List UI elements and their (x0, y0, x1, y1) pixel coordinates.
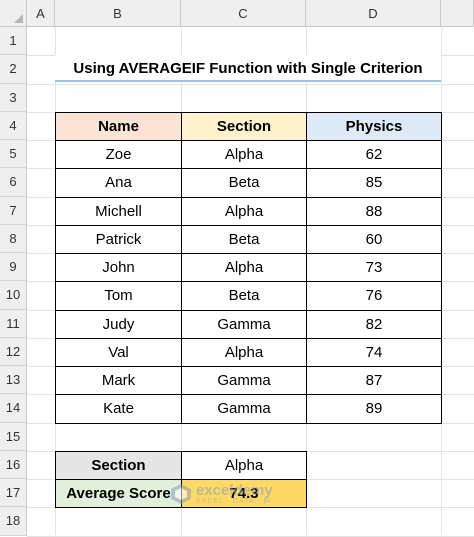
row-header-5[interactable]: 5 (0, 140, 27, 169)
column-header-filler (441, 0, 474, 27)
row-header-1[interactable]: 1 (0, 27, 27, 56)
row-header-15[interactable]: 15 (0, 422, 27, 451)
row-header-7[interactable]: 7 (0, 196, 27, 225)
physics-cell[interactable]: 89 (306, 394, 442, 424)
criteria-section-value[interactable]: Alpha (181, 450, 307, 480)
row-header-14[interactable]: 14 (0, 394, 27, 423)
select-all-triangle-icon (14, 14, 23, 23)
column-header-d[interactable]: D (306, 0, 441, 27)
section-cell[interactable]: Alpha (181, 196, 307, 226)
physics-cell[interactable]: 60 (306, 224, 442, 254)
physics-cell[interactable]: 74 (306, 337, 442, 367)
name-cell[interactable]: Mark (55, 366, 182, 396)
row-header-2[interactable]: 2 (0, 55, 27, 84)
row-header-13[interactable]: 13 (0, 366, 27, 395)
section-cell[interactable]: Alpha (181, 140, 307, 170)
name-cell[interactable]: Val (55, 337, 182, 367)
section-cell[interactable]: Alpha (181, 337, 307, 367)
criteria-section-label[interactable]: Section (55, 450, 182, 480)
row-header-11[interactable]: 11 (0, 309, 27, 338)
row-header-6[interactable]: 6 (0, 168, 27, 197)
gridline-horizontal (27, 83, 474, 85)
row-header-10[interactable]: 10 (0, 281, 27, 310)
column-header-b[interactable]: B (55, 0, 181, 27)
watermark-text: exceldemy EXCEL · DATA · BI (196, 483, 273, 505)
physics-cell[interactable]: 73 (306, 253, 442, 283)
physics-cell[interactable]: 85 (306, 168, 442, 198)
sheet-title: Using AVERAGEIF Function with Single Cri… (55, 55, 441, 81)
row-header-17[interactable]: 17 (0, 479, 27, 508)
name-cell[interactable]: Zoe (55, 140, 182, 170)
row-header-8[interactable]: 8 (0, 224, 27, 253)
average-score-label[interactable]: Average Score (55, 479, 182, 509)
section-cell[interactable]: Gamma (181, 394, 307, 424)
section-cell[interactable]: Beta (181, 224, 307, 254)
watermark: exceldemy EXCEL · DATA · BI (170, 483, 273, 505)
section-cell[interactable]: Gamma (181, 309, 307, 339)
section-cell[interactable]: Beta (181, 281, 307, 311)
table-header-physics[interactable]: Physics (306, 111, 442, 141)
column-header-a[interactable]: A (27, 0, 55, 27)
physics-cell[interactable]: 62 (306, 140, 442, 170)
name-cell[interactable]: Kate (55, 394, 182, 424)
name-cell[interactable]: Patrick (55, 224, 182, 254)
average-score-value[interactable]: 74.3 (181, 479, 307, 509)
exceldemy-logo-icon (171, 484, 191, 504)
physics-cell[interactable]: 88 (306, 196, 442, 226)
physics-cell[interactable]: 76 (306, 281, 442, 311)
select-all-corner[interactable] (0, 0, 27, 27)
column-header-c[interactable]: C (181, 0, 306, 27)
name-cell[interactable]: Tom (55, 281, 182, 311)
row-header-3[interactable]: 3 (0, 83, 27, 112)
title-underline (55, 80, 441, 82)
section-cell[interactable]: Alpha (181, 253, 307, 283)
physics-cell[interactable]: 82 (306, 309, 442, 339)
row-header-16[interactable]: 16 (0, 450, 27, 479)
row-header-4[interactable]: 4 (0, 111, 27, 140)
name-cell[interactable]: John (55, 253, 182, 283)
name-cell[interactable]: Ana (55, 168, 182, 198)
watermark-subtitle: EXCEL · DATA · BI (196, 498, 272, 505)
table-header-name[interactable]: Name (55, 111, 182, 141)
row-header-9[interactable]: 9 (0, 253, 27, 282)
name-cell[interactable]: Michell (55, 196, 182, 226)
watermark-name: exceldemy (196, 482, 273, 499)
section-cell[interactable]: Beta (181, 168, 307, 198)
gridline-horizontal (27, 535, 474, 537)
table-header-section[interactable]: Section (181, 111, 307, 141)
row-header-12[interactable]: 12 (0, 337, 27, 366)
row-header-18[interactable]: 18 (0, 507, 27, 536)
physics-cell[interactable]: 87 (306, 366, 442, 396)
name-cell[interactable]: Judy (55, 309, 182, 339)
section-cell[interactable]: Gamma (181, 366, 307, 396)
